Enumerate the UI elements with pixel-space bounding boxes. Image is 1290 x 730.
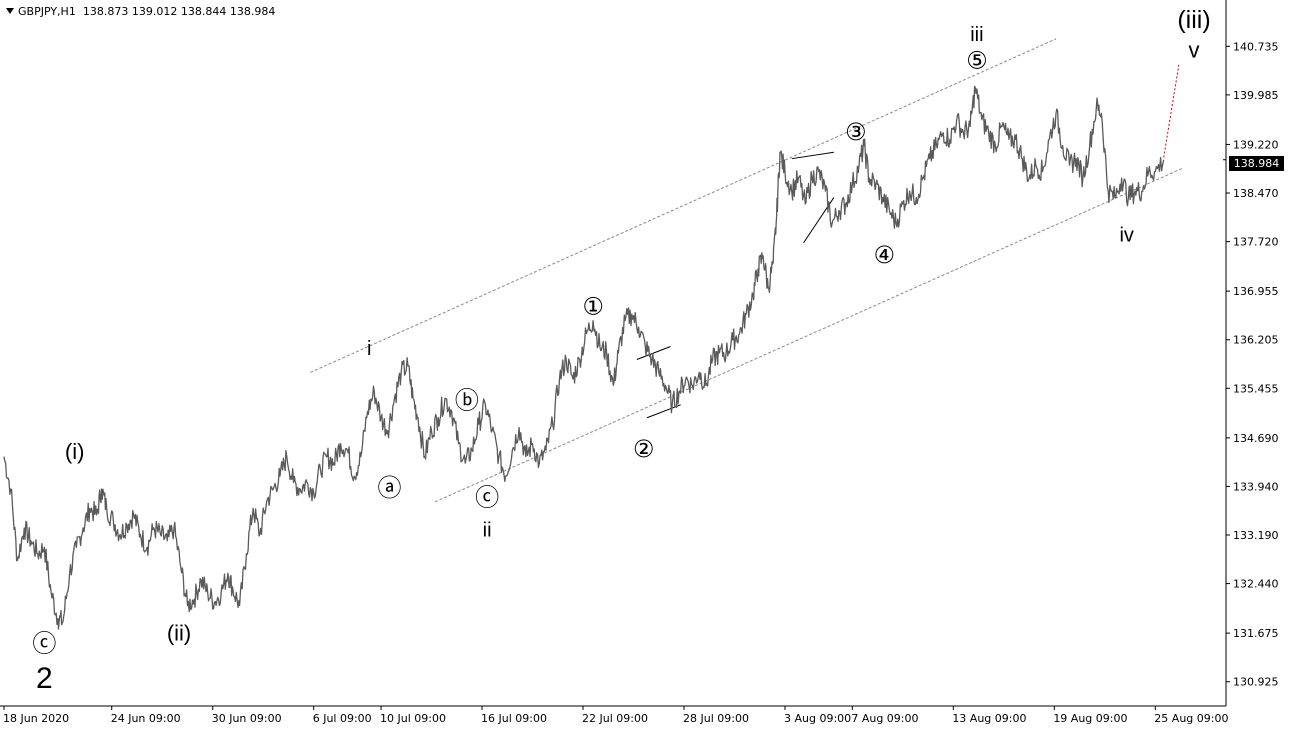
x-tick-label: 24 Jun 09:00 (111, 712, 181, 725)
x-tick-label: 3 Aug 09:00 (784, 712, 851, 725)
wave-label: iv (1119, 225, 1133, 247)
wave-label: ④ (874, 241, 896, 269)
x-tick-label: 19 Aug 09:00 (1053, 712, 1127, 725)
projection-line (1163, 64, 1180, 158)
x-tick-label: 7 Aug 09:00 (851, 712, 918, 725)
y-tick-label: 131.675 (1233, 627, 1279, 640)
channel-line-upper (310, 38, 1057, 373)
wave-label: ③ (845, 118, 867, 146)
wave-label: v (1189, 38, 1200, 63)
high-value: 139.012 (131, 5, 178, 18)
x-tick-label: 13 Aug 09:00 (952, 712, 1026, 725)
wave-label: (iii) (1177, 6, 1210, 34)
wave-label: 2 (36, 662, 53, 695)
x-tick-label: 18 Jun 2020 (3, 712, 69, 725)
wave-label: ⑤ (966, 47, 988, 75)
trendline-wave4-upper (791, 151, 834, 160)
x-tick-label: 22 Jul 09:00 (582, 712, 648, 725)
channel-line-lower (434, 167, 1183, 503)
low-value: 138.844 (180, 5, 227, 18)
y-tick-label: 133.190 (1233, 529, 1279, 542)
y-tick-label: 139.220 (1233, 138, 1279, 151)
y-tick-label: 132.440 (1233, 578, 1279, 591)
wave-label: ⓐ (377, 474, 401, 502)
x-tick-label: 30 Jun 09:00 (212, 712, 282, 725)
open-value: 138.873 (82, 5, 129, 18)
x-tick-label: 16 Jul 09:00 (481, 712, 547, 725)
price-line (3, 85, 1165, 630)
symbol-label: GBPJPY,H1 (18, 5, 76, 18)
y-tick-label: 133.940 (1233, 480, 1279, 493)
wave-label: (ii) (167, 621, 191, 646)
current-price-tag: 138.984 (1229, 156, 1284, 171)
wave-label: ② (633, 435, 655, 463)
y-tick-label: 130.925 (1233, 676, 1279, 689)
x-tick-label: 6 Jul 09:00 (313, 712, 372, 725)
chart-header: GBPJPY,H1 138.873 139.012 138.844 138.98… (6, 5, 275, 18)
y-tick-label: 140.735 (1233, 40, 1279, 53)
close-value: 138.984 (229, 5, 276, 18)
y-tick-label: 138.470 (1233, 187, 1279, 200)
wave-label: ⓒ (32, 629, 56, 657)
wave-label: iii (970, 24, 983, 46)
y-tick-label: 135.455 (1233, 382, 1279, 395)
x-tick-label: 25 Aug 09:00 (1154, 712, 1228, 725)
x-tick-label: 10 Jul 09:00 (380, 712, 446, 725)
wave-label: ⓒ (475, 484, 499, 512)
wave-label: ⓑ (455, 387, 479, 415)
y-tick-label: 139.985 (1233, 89, 1279, 102)
y-tick-label: 136.955 (1233, 285, 1279, 298)
y-tick-label: 137.720 (1233, 236, 1279, 249)
y-tick-label: 134.690 (1233, 432, 1279, 445)
wave-label: i (367, 338, 371, 360)
wave-label: ① (582, 293, 604, 321)
y-tick-label: 136.205 (1233, 334, 1279, 347)
dropdown-triangle-icon[interactable] (6, 8, 14, 14)
wave-label: ii (483, 519, 492, 541)
x-tick-label: 28 Jul 09:00 (683, 712, 749, 725)
trendline-wave2-upper (636, 346, 671, 360)
wave-label: (i) (65, 439, 85, 464)
